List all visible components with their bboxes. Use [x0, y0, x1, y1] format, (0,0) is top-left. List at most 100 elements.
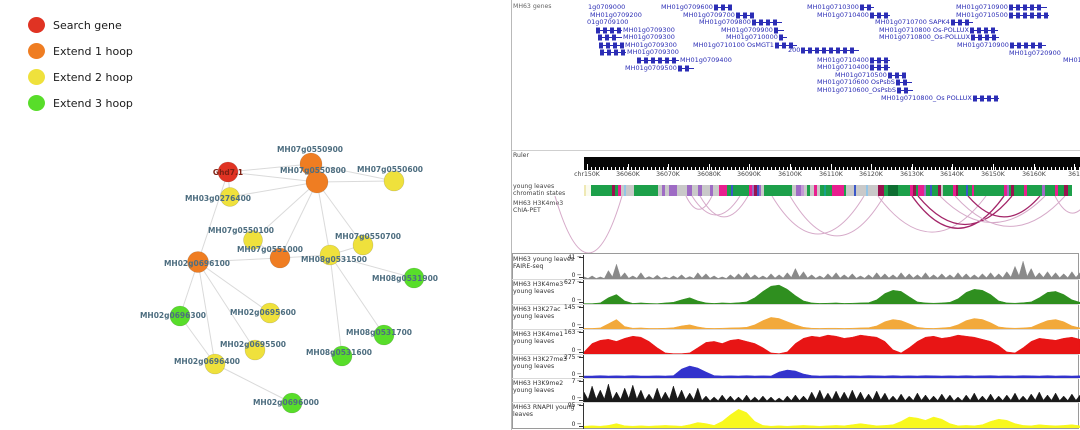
- chromatin-segment: [687, 185, 692, 196]
- gene-item[interactable]: MH01g0710800_Os POLLUX: [880, 95, 999, 102]
- network-node[interactable]: [187, 251, 209, 273]
- network-edge: [329, 254, 415, 279]
- gene-item[interactable]: MH01g0710800 Os-POLLUX: [878, 27, 998, 34]
- chromatin-segment: [710, 185, 713, 196]
- gene-item[interactable]: 01g0709100: [586, 19, 629, 26]
- network-node[interactable]: [383, 170, 405, 192]
- gene-item[interactable]: MH01g0710900: [956, 42, 1046, 49]
- gene-item[interactable]: 200: [787, 47, 860, 54]
- gene-model-icon: [778, 34, 787, 41]
- chromatin-segment: [824, 185, 826, 196]
- chia-pet-arc[interactable]: [967, 196, 1041, 218]
- network-node[interactable]: [269, 247, 291, 269]
- network-node[interactable]: [244, 339, 266, 361]
- chromatin-segment: [968, 185, 972, 196]
- chromatin-segment: [868, 185, 878, 196]
- chromatin-segment: [878, 185, 884, 196]
- gene-item[interactable]: MH01g0710500: [834, 72, 906, 79]
- track-min-value: 0 ─: [571, 297, 581, 304]
- gene-item[interactable]: MH01g0710500: [955, 12, 1049, 19]
- axis-tick: [579, 307, 583, 308]
- gene-item[interactable]: MH01g0710400: [816, 12, 890, 19]
- chromatin-segment: [624, 185, 626, 196]
- network-node[interactable]: [169, 305, 191, 327]
- network-node[interactable]: [373, 324, 395, 346]
- ruler-major-tick: [831, 164, 832, 170]
- network-edge: [316, 181, 364, 246]
- gene-model-icon: [599, 42, 624, 49]
- gene-item[interactable]: 1g0709000: [587, 4, 626, 11]
- chromatin-segment: [856, 185, 866, 196]
- network-node[interactable]: [331, 345, 353, 367]
- ruler-minor-ticks: [584, 167, 1080, 170]
- gene-item[interactable]: MH01g0709900: [720, 27, 784, 34]
- gene-item[interactable]: MH01g: [1062, 57, 1080, 64]
- gene-label: MH01g0710400: [817, 11, 869, 19]
- axis-tick: [579, 302, 583, 303]
- network-edge: [197, 257, 281, 263]
- gene-item[interactable]: MH01g0709600: [660, 4, 732, 11]
- chromatin-segment: [918, 185, 924, 196]
- chromatin-segment: [1004, 185, 1007, 196]
- gene-model-icon: [950, 19, 973, 26]
- gene-label: MH01g0709300: [625, 41, 677, 49]
- gene-item[interactable]: MH01g0709300: [600, 49, 680, 56]
- chia-pet-arc[interactable]: [939, 196, 1046, 224]
- chia-pet-arc[interactable]: [691, 196, 741, 216]
- chromatin-segment: [702, 185, 710, 196]
- chia-pet-arc[interactable]: [954, 196, 1066, 227]
- chromatin-states-bar[interactable]: [584, 185, 1072, 196]
- chia-pet-arc[interactable]: [911, 196, 1005, 229]
- network-node[interactable]: [319, 244, 341, 266]
- gene-item[interactable]: MH01g0720900: [1008, 50, 1062, 57]
- gene-item[interactable]: MH01g0709300: [598, 34, 676, 41]
- chromatin-segment: [1027, 185, 1042, 196]
- network-node-label: MH08g0531600: [306, 348, 372, 357]
- chia-pet-arc[interactable]: [1054, 196, 1080, 214]
- gene-item[interactable]: MH01g0709700: [682, 12, 754, 19]
- chia-pet-arc[interactable]: [789, 196, 885, 237]
- gene-item[interactable]: MH01g0709300: [599, 42, 678, 49]
- gene-item[interactable]: MH01g0709500: [624, 65, 694, 72]
- legend-item: Extend 3 hoop: [28, 90, 133, 116]
- gene-item[interactable]: MH01g0710400: [816, 57, 890, 64]
- chromatin-segment: [826, 185, 832, 196]
- chromatin-segment: [658, 185, 662, 196]
- chia-pet-arc[interactable]: [699, 196, 749, 218]
- gene-item[interactable]: MH01g0709800: [698, 19, 782, 26]
- chia-pet-arc[interactable]: [877, 196, 987, 233]
- chromatin-segment: [584, 185, 586, 196]
- gene-item[interactable]: MH01g0710600_OsPsbS: [816, 87, 914, 94]
- gene-item[interactable]: MH01g0710700 SAPK4: [874, 19, 973, 26]
- ruler-major-tick: [952, 164, 953, 170]
- chia-pet-arc[interactable]: [917, 196, 1013, 226]
- network-node[interactable]: [217, 161, 239, 183]
- gene-item[interactable]: MH01g0710100 OsMGT1: [692, 42, 797, 49]
- network-node[interactable]: [281, 392, 303, 414]
- gene-item[interactable]: MH01g0710600 OsPsbS: [816, 79, 912, 86]
- network-node[interactable]: [352, 234, 374, 256]
- ruler-bar[interactable]: [584, 157, 1080, 170]
- gene-item[interactable]: MH01g0710800_Os-POLLUX: [878, 34, 1000, 41]
- chia-pet-arc[interactable]: [554, 196, 623, 253]
- gene-item[interactable]: MH01g0709200: [589, 12, 643, 19]
- chia-pet-arc[interactable]: [771, 196, 865, 235]
- network-node[interactable]: [403, 267, 425, 289]
- network-node[interactable]: [243, 230, 263, 250]
- chia-pet-arc[interactable]: [685, 196, 713, 210]
- network-node[interactable]: [220, 187, 240, 207]
- network-node[interactable]: [305, 170, 329, 194]
- gene-item[interactable]: MH01g0710300: [806, 4, 874, 11]
- gene-item[interactable]: MH01g0709300: [596, 27, 676, 34]
- gene-item[interactable]: MH01g0709400: [637, 57, 733, 64]
- gene-item[interactable]: MH01g0710400: [816, 64, 890, 71]
- chromatin-segment: [1042, 185, 1045, 196]
- ruler-major-tick: [668, 164, 669, 170]
- gene-item[interactable]: MH01g0710900: [955, 4, 1047, 11]
- gene-item[interactable]: MH01g0710000: [725, 34, 787, 41]
- track-min-value: 0 ─: [571, 272, 581, 279]
- chromatin-segment: [719, 185, 727, 196]
- network-node[interactable]: [204, 353, 226, 375]
- network-node[interactable]: [259, 302, 281, 324]
- signal-track-plot: [584, 317, 1080, 329]
